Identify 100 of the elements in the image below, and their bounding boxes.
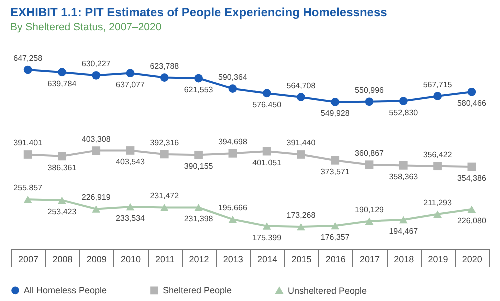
data-label: 391,401 (14, 138, 44, 148)
point (126, 69, 135, 78)
point (365, 98, 374, 106)
data-label: 549,928 (320, 109, 350, 118)
point (160, 204, 169, 212)
point (160, 74, 169, 82)
x-tick-label: 2016 (326, 254, 346, 264)
data-label: 373,571 (320, 168, 350, 177)
data-label: 392,316 (150, 138, 180, 148)
point (399, 97, 408, 106)
x-tick-label: 2019 (428, 254, 448, 264)
point (228, 149, 238, 158)
data-label: 630,227 (82, 60, 112, 69)
point (92, 71, 101, 80)
point (58, 196, 66, 204)
data-label: 621,553 (184, 86, 214, 95)
data-label: 647,258 (14, 54, 44, 63)
point (160, 150, 169, 159)
legend-label: Sheltered People (163, 286, 232, 296)
point (297, 223, 306, 231)
data-label: 195,666 (218, 204, 248, 213)
x-tick-label: 2014 (258, 254, 278, 264)
point (331, 156, 340, 165)
point (228, 84, 238, 94)
x-tick-label: 2017 (360, 254, 380, 264)
x-tick-label: 2008 (52, 254, 73, 264)
data-label: 637,077 (116, 80, 146, 90)
data-label: 231,472 (150, 192, 180, 201)
data-label: 639,784 (48, 79, 78, 88)
data-label: 580,466 (457, 99, 487, 108)
point (58, 152, 66, 161)
point (126, 146, 135, 155)
data-label: 394,698 (218, 138, 248, 147)
point (468, 88, 476, 96)
data-label: 403,543 (116, 158, 146, 167)
point (468, 206, 476, 214)
point (365, 218, 374, 226)
chart-title: EXHIBIT 1.1: PIT Estimates of People Experiencing Homelessness (10, 6, 388, 20)
legend-label: All Homeless People (24, 286, 108, 296)
data-label: 176,357 (320, 232, 350, 242)
chart-subtitle: By Sheltered Status, 2007–2020 (10, 22, 162, 34)
point (262, 147, 272, 156)
data-label: 358,363 (389, 172, 419, 182)
point (331, 98, 340, 106)
point (468, 162, 476, 172)
point (262, 222, 272, 230)
data-label: 401,051 (252, 158, 282, 168)
data-label: 226,080 (457, 216, 487, 226)
point (126, 203, 135, 211)
point (399, 216, 408, 224)
data-label: 623,788 (150, 62, 180, 71)
point (297, 150, 306, 159)
data-label: 552,830 (389, 108, 419, 118)
point (331, 222, 340, 230)
data-label: 550,996 (355, 86, 385, 95)
x-tick-label: 2018 (394, 254, 414, 264)
point (24, 66, 32, 74)
x-tick-label: 2012 (189, 254, 210, 264)
data-label: 226,919 (82, 193, 112, 202)
point (58, 68, 66, 77)
data-label: 173,268 (286, 211, 316, 220)
data-label: 390,155 (184, 162, 214, 172)
x-tick-label: 2020 (462, 254, 482, 264)
data-label: 391,440 (286, 138, 316, 148)
data-label: 403,308 (82, 134, 112, 144)
point (434, 92, 442, 101)
data-label: 231,398 (184, 214, 214, 224)
point (434, 162, 442, 171)
point (194, 204, 203, 212)
point (399, 162, 408, 170)
data-label: 190,129 (355, 205, 385, 214)
point (24, 150, 32, 159)
data-label: 211,293 (424, 198, 452, 208)
data-label: 590,364 (218, 72, 248, 82)
x-tick-label: 2010 (120, 254, 142, 264)
point (92, 146, 101, 155)
x-tick-label: 2013 (223, 254, 244, 264)
data-label: 576,450 (252, 100, 282, 110)
data-label: 194,467 (389, 226, 419, 236)
point (365, 160, 374, 170)
data-label: 354,386 (457, 174, 487, 184)
data-label: 386,361 (48, 163, 78, 172)
x-tick-label: 2011 (155, 254, 175, 264)
point (92, 206, 101, 213)
data-label: 360,867 (355, 148, 385, 158)
point (434, 210, 442, 218)
point (24, 196, 32, 204)
point (297, 93, 306, 102)
point (262, 89, 272, 98)
x-tick-label: 2007 (18, 254, 39, 264)
point (194, 74, 203, 83)
point (194, 150, 203, 160)
data-label: 253,423 (48, 207, 78, 216)
x-tick-label: 2009 (86, 254, 107, 264)
data-label: 567,715 (423, 80, 453, 90)
data-label: 255,857 (14, 184, 44, 193)
data-label: 564,708 (286, 81, 316, 90)
data-label: 175,399 (252, 233, 282, 242)
point (228, 216, 238, 224)
data-label: 233,534 (116, 214, 146, 224)
